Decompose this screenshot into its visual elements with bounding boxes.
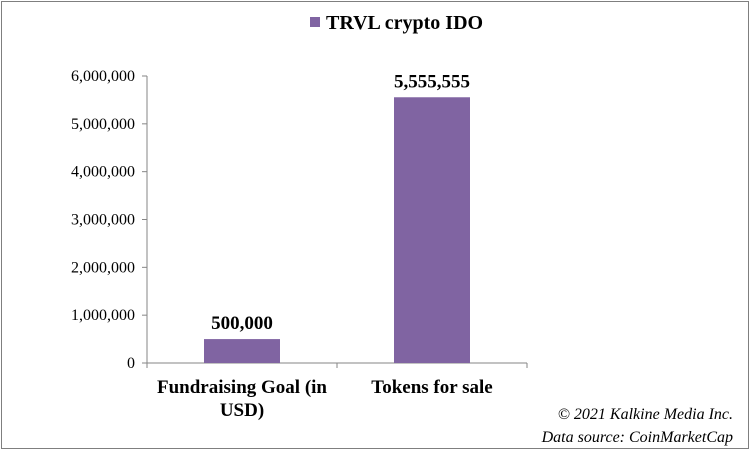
x-tick-label: USD)	[220, 400, 264, 421]
bars	[204, 97, 470, 364]
y-tick-label: 3,000,000	[71, 212, 135, 229]
axes: 0 1,000,000 2,000,000 3,000,000 4,000,000 5,0…	[71, 68, 528, 372]
data-label: 5,555,555	[394, 71, 470, 92]
y-tick-label: 4,000,000	[71, 164, 135, 181]
y-tick-label: 2,000,000	[71, 259, 135, 276]
y-tick-label: 5,000,000	[71, 116, 135, 133]
y-tick-label: 1,000,000	[71, 307, 135, 324]
x-tick-label: Tokens for sale	[371, 377, 492, 398]
data-source-text: Data source: CoinMarketCap	[541, 429, 733, 446]
legend-swatch	[310, 17, 320, 27]
data-label: 500,000	[211, 313, 273, 334]
bar	[394, 97, 470, 364]
legend-label: TRVL crypto IDO	[326, 12, 483, 34]
y-tick-label: 6,000,000	[71, 68, 135, 85]
y-tick-label: 0	[127, 355, 135, 372]
x-tick-label: Fundraising Goal (in	[157, 377, 327, 398]
bar	[204, 339, 280, 363]
legend: TRVL crypto IDO	[310, 12, 483, 34]
copyright-text: © 2021 Kalkine Media Inc.	[558, 406, 733, 423]
